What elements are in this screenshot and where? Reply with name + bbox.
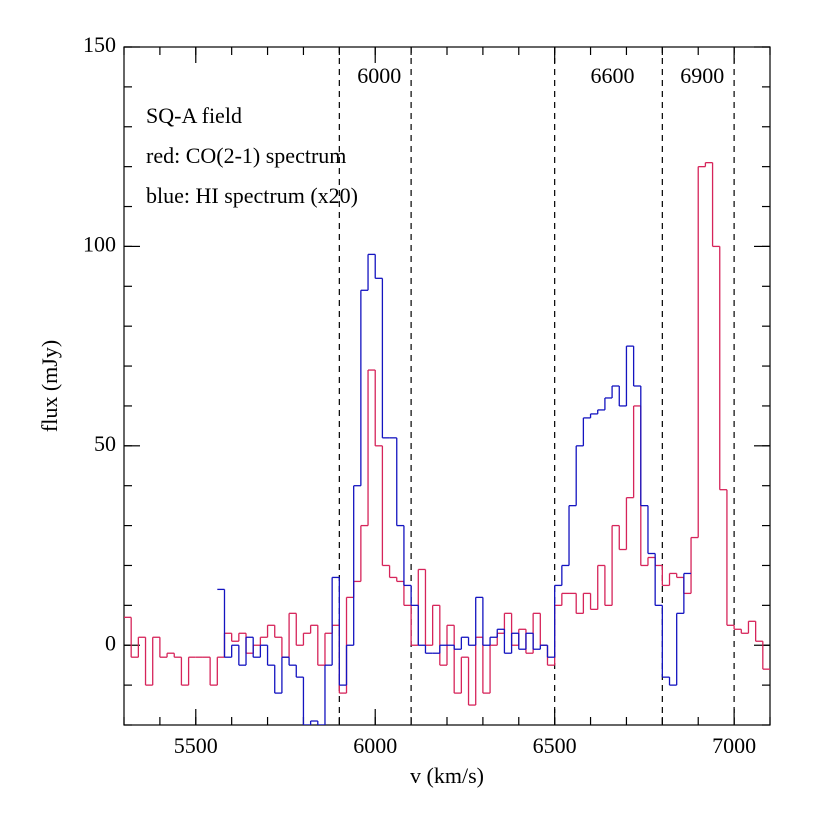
x-axis-label: v (km/s) (410, 763, 484, 788)
annotation: SQ-A field (146, 103, 242, 128)
region-label: 6000 (357, 63, 401, 88)
region-label: 6600 (591, 63, 635, 88)
spectrum-riser (223, 254, 685, 725)
plot-area (124, 162, 770, 725)
spectrum-riser (130, 162, 764, 706)
y-tick-label: 150 (83, 32, 116, 57)
y-tick-label: 0 (105, 630, 116, 655)
x-tick-label: 6500 (533, 733, 577, 758)
annotation: blue: HI spectrum (x20) (146, 183, 358, 208)
x-tick-label: 7000 (712, 733, 756, 758)
region-label: 6900 (680, 63, 724, 88)
y-axis-label: flux (mJy) (37, 340, 62, 432)
x-tick-label: 6000 (353, 733, 397, 758)
x-tick-label: 5500 (174, 733, 218, 758)
annotation: red: CO(2-1) spectrum (146, 143, 346, 168)
y-tick-label: 50 (94, 431, 116, 456)
y-tick-label: 100 (83, 231, 116, 256)
